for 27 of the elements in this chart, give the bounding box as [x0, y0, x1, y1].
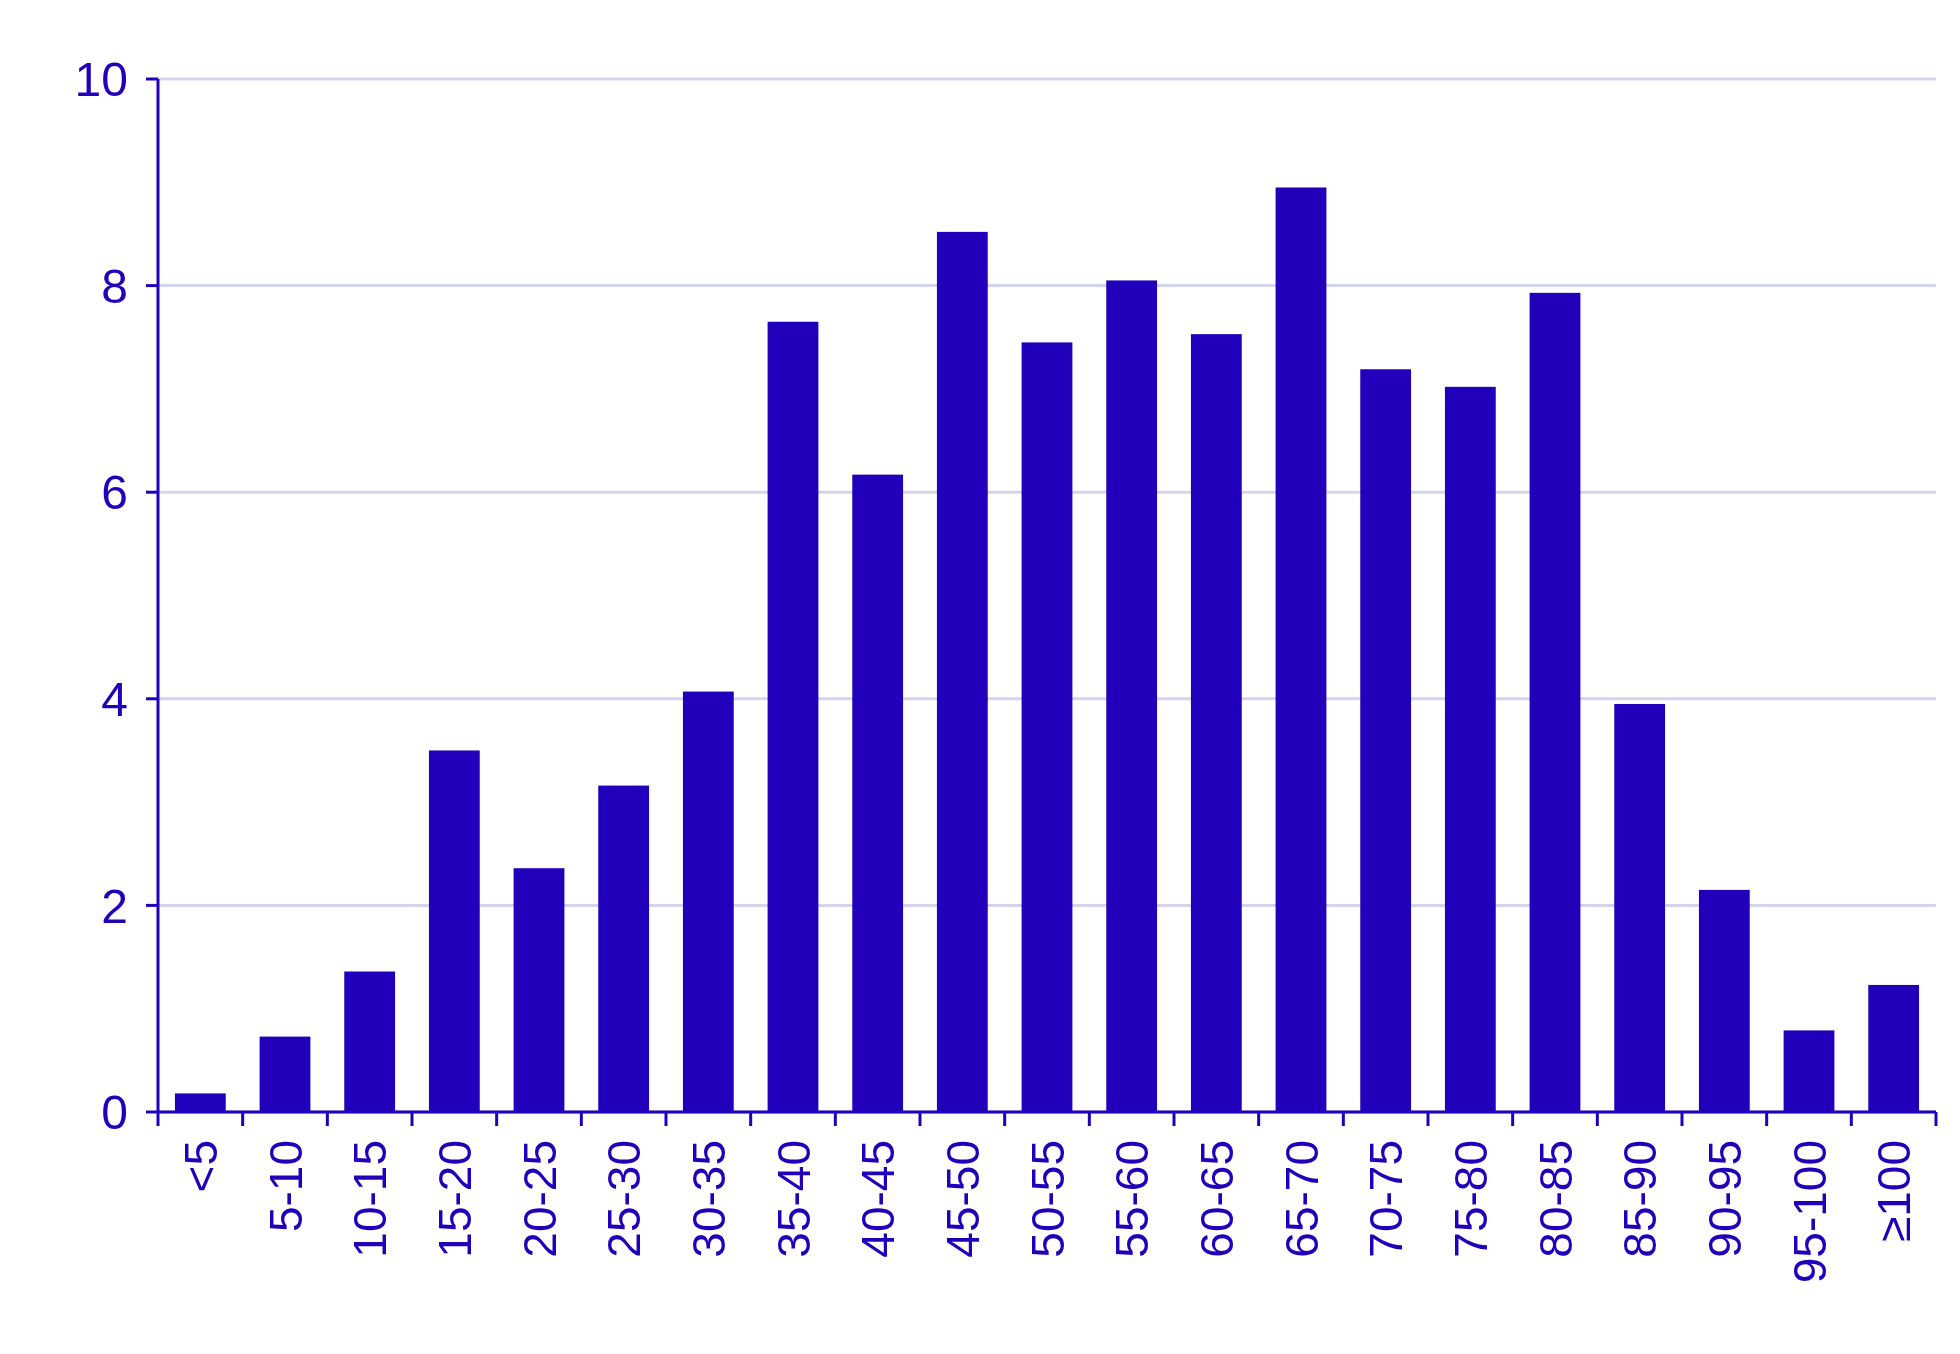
x-tick-label: 70-75: [1360, 1140, 1413, 1258]
x-tick-label: 45-50: [936, 1140, 989, 1258]
y-tick-label: 8: [101, 259, 128, 313]
x-tick-label: 95-100: [1783, 1140, 1836, 1284]
x-tick-label: ≥100: [1868, 1140, 1921, 1242]
x-tick-label: 10-15: [344, 1140, 397, 1258]
y-tick-label: 2: [101, 879, 128, 933]
x-tick-label: 40-45: [852, 1140, 905, 1258]
x-tick-label: 55-60: [1106, 1140, 1159, 1258]
x-tick-label: 90-95: [1698, 1140, 1751, 1258]
y-tick-label: 4: [101, 673, 128, 727]
x-tick-label: 5-10: [259, 1140, 312, 1233]
x-tick-label: 20-25: [513, 1140, 566, 1258]
y-tick-label: 6: [101, 466, 128, 520]
x-tick-label: 15-20: [428, 1140, 481, 1258]
x-tick-label: 80-85: [1529, 1140, 1582, 1258]
x-tick-label: <5: [174, 1140, 227, 1193]
x-tick-label: 60-65: [1190, 1140, 1243, 1258]
x-tick-label: 85-90: [1614, 1140, 1667, 1258]
x-tick-label: 25-30: [598, 1140, 651, 1258]
x-tick-label: 50-55: [1021, 1140, 1074, 1258]
y-tick-label: 10: [74, 53, 128, 107]
x-tick-label: 35-40: [767, 1140, 820, 1258]
y-tick-label: 0: [101, 1086, 128, 1140]
x-tick-label: 30-35: [682, 1140, 735, 1258]
x-tick-label: 75-80: [1444, 1140, 1497, 1258]
x-tick-label: 65-70: [1275, 1140, 1328, 1258]
